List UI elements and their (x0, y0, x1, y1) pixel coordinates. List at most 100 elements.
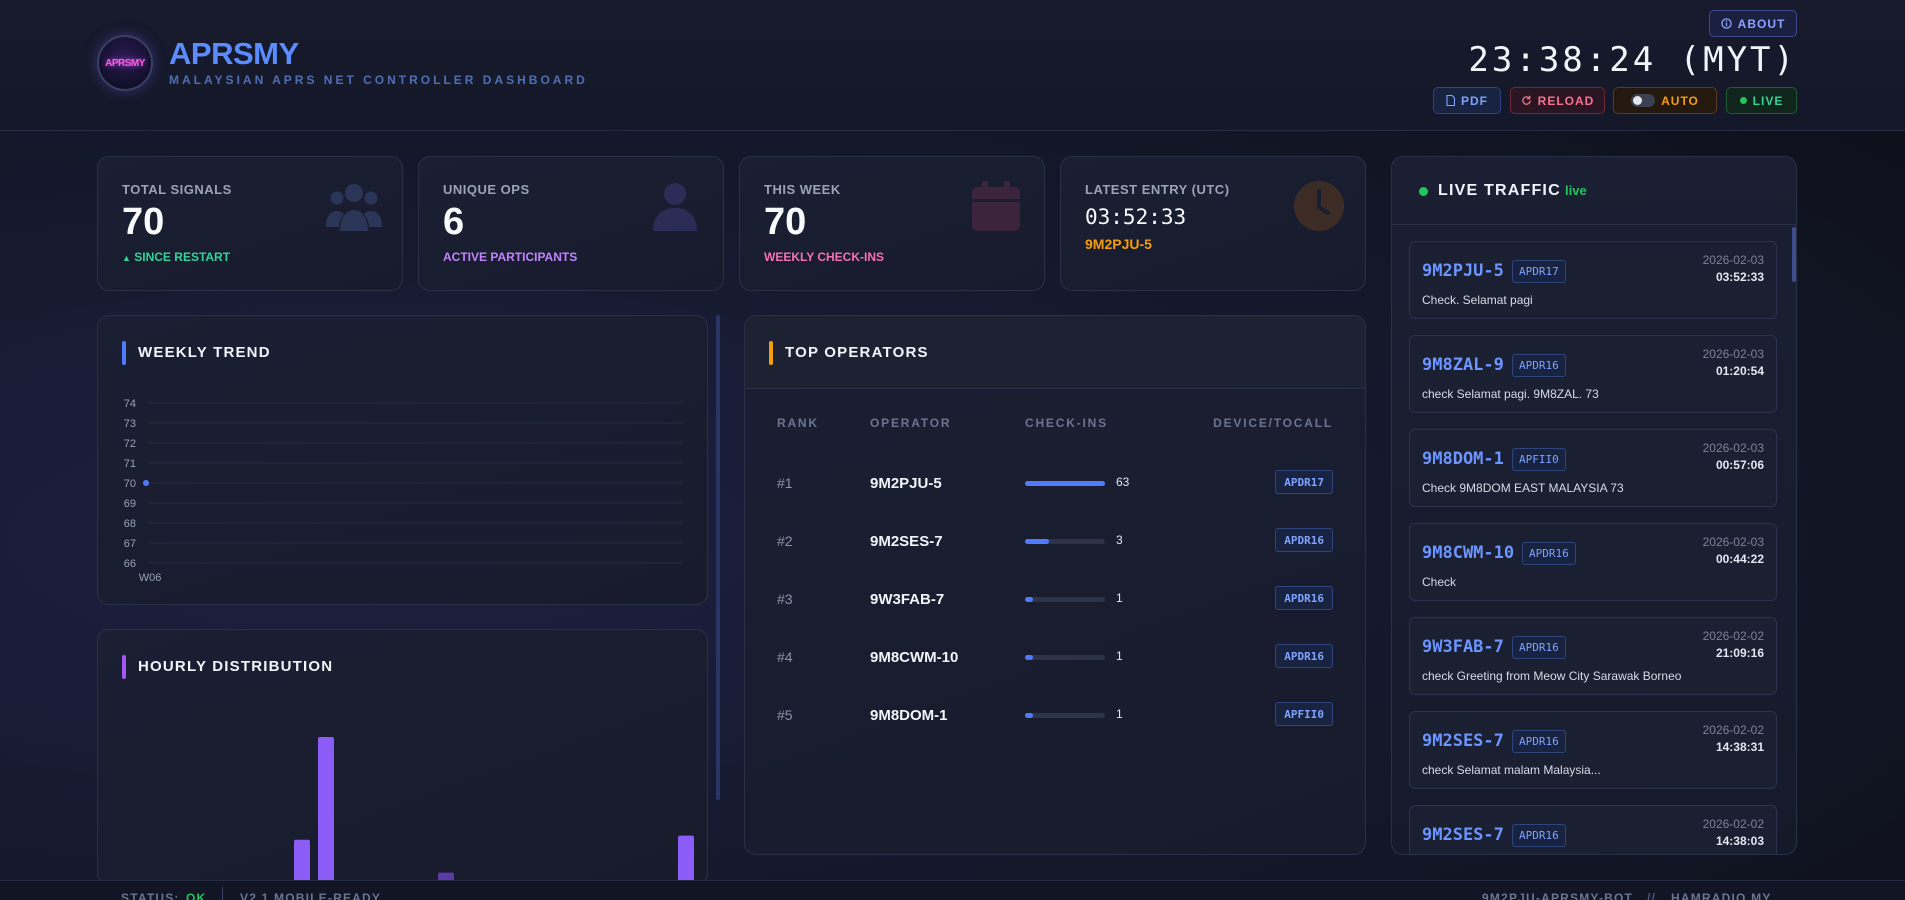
stat-sub: ▲ SINCE RESTART (122, 250, 230, 264)
table-row[interactable]: #3 9W3FAB-7 1 APDR16 (745, 579, 1365, 619)
about-button[interactable]: ABOUT (1709, 10, 1797, 37)
column-header-device: DEVICE/TOCALL (1213, 416, 1333, 430)
traffic-scrollbar[interactable] (1792, 227, 1796, 282)
footer-separator: // (1647, 891, 1657, 900)
arrow-up-icon: ▲ (122, 253, 131, 263)
traffic-device-tag: APDR16 (1512, 636, 1566, 659)
traffic-callsign[interactable]: 9M2SES-7 (1422, 825, 1504, 845)
stat-value: 70 (122, 201, 165, 243)
hourly-bar[interactable] (678, 835, 694, 885)
checkins-bar-fill (1025, 481, 1105, 486)
weekly-trend-panel: WEEKLY TREND 74 73 72 71 70 69 68 67 66 W06 (97, 315, 708, 605)
live-indicator: live (1565, 183, 1587, 198)
traffic-time: 01:20:54 (1715, 364, 1764, 378)
traffic-device-tag: APDR17 (1512, 260, 1566, 283)
device-tag: APFII0 (1275, 702, 1333, 726)
version-label: V2.1 MOBILE-READY (240, 891, 382, 900)
panel-header: LIVE TRAFFIC live (1392, 157, 1796, 225)
traffic-item[interactable]: 9M2SES-7 APDR16 2026-02-02 14:38:31 check Se… (1409, 711, 1777, 789)
table-row[interactable]: #2 9M2SES-7 3 APDR16 (745, 521, 1365, 561)
stat-card-total-signals: TOTAL SIGNALS 70 ▲ SINCE RESTART (97, 156, 403, 291)
traffic-item[interactable]: 9W3FAB-7 APDR16 2026-02-02 21:09:16 check Gr… (1409, 617, 1777, 695)
traffic-callsign[interactable]: 9M8CWM-10 (1422, 543, 1515, 563)
checkins-bar (1025, 539, 1105, 544)
y-tick-label: 71 (124, 458, 136, 470)
user-icon (653, 183, 697, 231)
auto-refresh-toggle[interactable]: AUTO (1613, 87, 1717, 114)
about-label: ABOUT (1737, 16, 1786, 31)
stat-sub-text: SINCE RESTART (134, 250, 231, 264)
brand-title: APRSMY (169, 36, 299, 71)
traffic-device-tag: APDR16 (1522, 542, 1576, 565)
traffic-item[interactable]: 9M8ZAL-9 APDR16 2026-02-03 01:20:54 check Se… (1409, 335, 1777, 413)
traffic-time: 03:52:33 (1715, 270, 1764, 284)
top-operators-panel: TOP OPERATORS RANK OPERATOR CHECK-INS DE… (744, 315, 1366, 855)
traffic-message: Check (1422, 575, 1457, 589)
table-row[interactable]: #4 9M8CWM-10 1 APDR16 (745, 637, 1365, 677)
latest-entry-time: 03:52:33 (1085, 205, 1187, 229)
pdf-button[interactable]: PDF (1433, 87, 1501, 114)
info-icon (1720, 18, 1732, 29)
live-dot-icon (1419, 187, 1428, 196)
traffic-time: 14:38:03 (1715, 834, 1764, 848)
stat-sub: WEEKLY CHECK-INS (764, 250, 885, 264)
checkins-count: 3 (1116, 533, 1123, 547)
reload-button[interactable]: RELOAD (1510, 87, 1605, 114)
table-row[interactable]: #5 9M8DOM-1 1 APFII0 (745, 695, 1365, 735)
traffic-callsign[interactable]: 9M8ZAL-9 (1422, 355, 1504, 375)
device-tag: APDR17 (1275, 470, 1333, 494)
traffic-callsign[interactable]: 9W3FAB-7 (1422, 637, 1504, 657)
auto-label: AUTO (1661, 93, 1699, 108)
traffic-item[interactable]: 9M8CWM-10 APDR16 2026-02-03 00:44:22 Check (1409, 523, 1777, 601)
traffic-item[interactable]: 9M8DOM-1 APFII0 2026-02-03 00:57:06 Check 9M… (1409, 429, 1777, 507)
traffic-callsign[interactable]: 9M2PJU-5 (1422, 261, 1504, 281)
y-tick-label: 70 (124, 478, 136, 490)
stat-label: THIS WEEK (764, 182, 841, 197)
checkins-bar-fill (1025, 655, 1033, 660)
column-header-operator: OPERATOR (870, 416, 952, 430)
checkins-bar (1025, 597, 1105, 602)
checkins-bar-fill (1025, 539, 1049, 544)
rank-cell: #4 (777, 649, 793, 665)
live-dot-icon (1739, 97, 1747, 104)
clock-display: 23:38:24 (MYT) (1468, 40, 1797, 80)
users-icon (326, 184, 382, 231)
stat-card-latest-entry: LATEST ENTRY (UTC) 03:52:33 9M2PJU-5 (1060, 156, 1366, 291)
traffic-message: check Selamat malam Malaysia... (1422, 763, 1601, 777)
traffic-date: 2026-02-03 (1702, 253, 1764, 267)
rank-cell: #5 (777, 707, 793, 723)
traffic-device-tag: APDR16 (1512, 730, 1566, 753)
table-row[interactable]: #1 9M2PJU-5 63 APDR17 (745, 463, 1365, 503)
traffic-message: check Selamat pagi. 9M8ZAL. 73 (1422, 387, 1599, 401)
stat-card-unique-ops: UNIQUE OPS 6 ACTIVE PARTICIPANTS (418, 156, 724, 291)
traffic-item[interactable]: 9M2SES-7 APDR16 2026-02-02 14:38:03 (1409, 805, 1777, 854)
stat-label: UNIQUE OPS (443, 182, 530, 197)
reload-label: RELOAD (1537, 93, 1595, 108)
data-point[interactable] (143, 480, 149, 486)
hourly-bar[interactable] (294, 839, 310, 885)
y-tick-label: 74 (124, 398, 136, 410)
column-scrollbar[interactable] (716, 315, 720, 800)
traffic-item[interactable]: 9M2PJU-5 APDR17 2026-02-03 03:52:33 Check. S… (1409, 241, 1777, 319)
device-tag: APDR16 (1275, 644, 1333, 668)
document-icon (1446, 95, 1455, 106)
toggle-switch-icon[interactable] (1631, 94, 1656, 107)
traffic-date: 2026-02-02 (1702, 629, 1764, 643)
y-tick-label: 69 (124, 498, 136, 510)
traffic-callsign[interactable]: 9M8DOM-1 (1422, 449, 1504, 469)
traffic-time: 00:44:22 (1715, 552, 1764, 566)
panel-title: LIVE TRAFFIC (1438, 182, 1561, 199)
traffic-message: check Greeting from Meow City Sarawak Bo… (1422, 669, 1682, 683)
clock-icon (1294, 181, 1344, 231)
rank-cell: #1 (777, 475, 793, 491)
traffic-date: 2026-02-03 (1702, 441, 1764, 455)
checkins-count: 1 (1116, 649, 1123, 663)
column-header-checkins: CHECK-INS (1025, 416, 1108, 430)
traffic-callsign[interactable]: 9M2SES-7 (1422, 731, 1504, 751)
hourly-bar[interactable] (318, 737, 334, 885)
device-tag: APDR16 (1275, 528, 1333, 552)
live-button[interactable]: LIVE (1726, 87, 1797, 114)
checkins-bar-fill (1025, 597, 1033, 602)
operator-cell: 9M2PJU-5 (870, 475, 942, 492)
stat-sub: ACTIVE PARTICIPANTS (443, 250, 578, 264)
